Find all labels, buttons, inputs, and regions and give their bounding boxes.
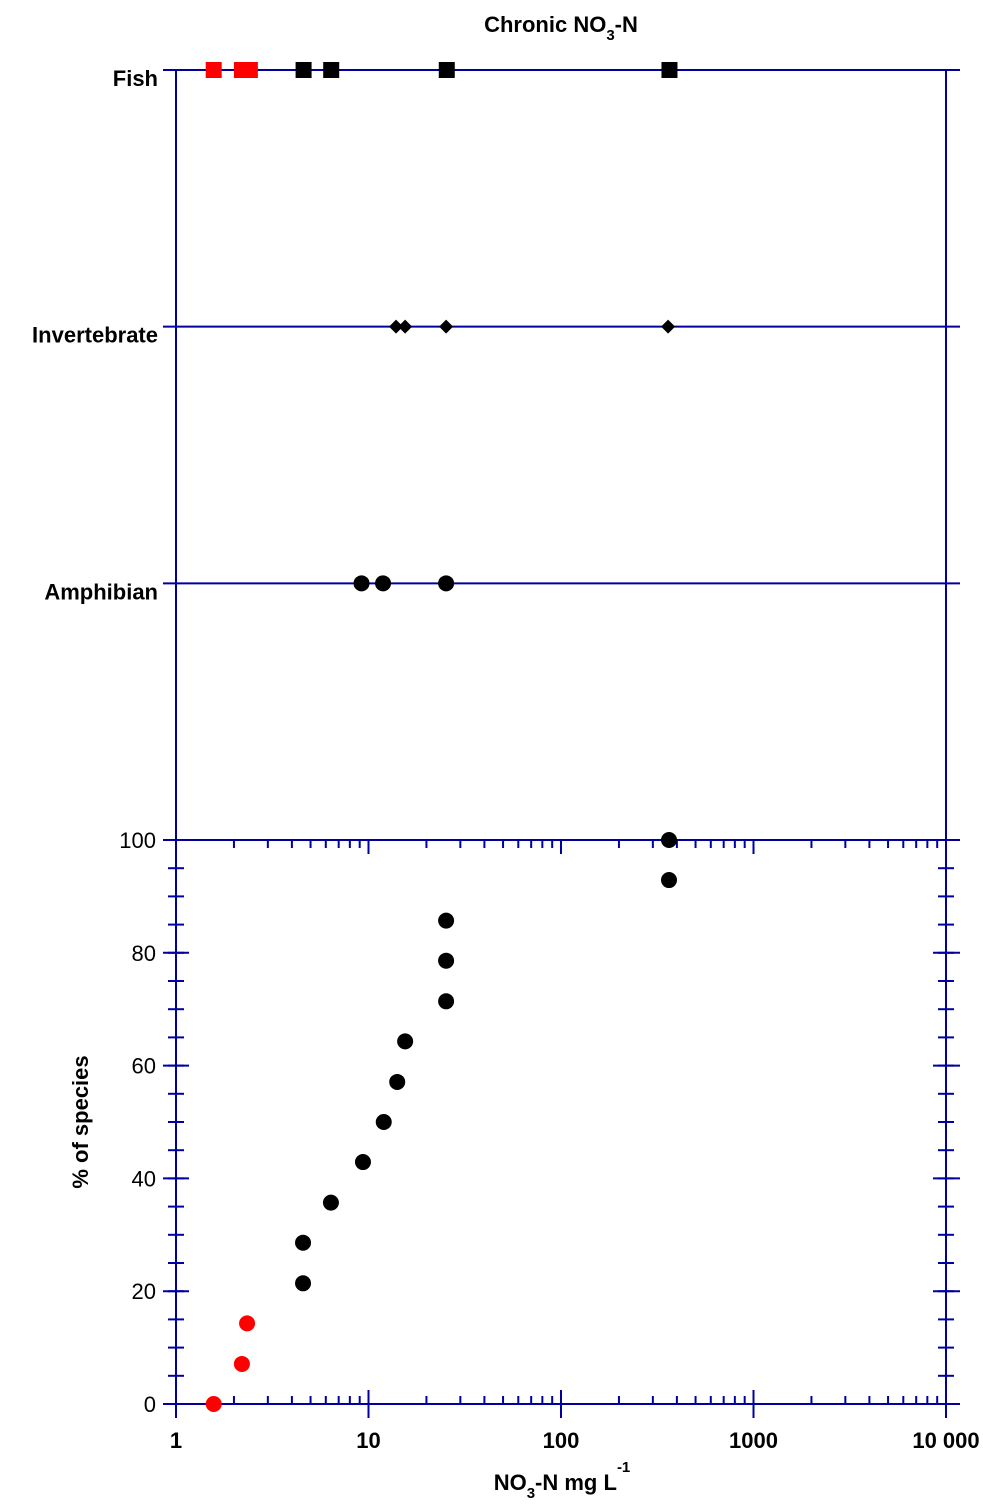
marker	[438, 62, 455, 78]
marker	[438, 575, 455, 592]
category-label: Invertebrate	[32, 323, 158, 348]
marker	[295, 62, 312, 78]
point	[389, 1073, 406, 1090]
x-axis-label: NO3-N mg L-1	[494, 1459, 631, 1502]
y-tick-label: 80	[132, 941, 156, 966]
category-label: Fish	[113, 66, 158, 91]
y-tick-label: 20	[132, 1279, 156, 1304]
marker	[439, 319, 454, 334]
marker	[389, 319, 404, 334]
x-tick-label: 1	[170, 1428, 182, 1453]
marker	[398, 319, 413, 334]
x-tick-label: 100	[543, 1428, 580, 1453]
marker	[323, 62, 340, 78]
point	[322, 1194, 339, 1211]
y-axis-label: % of species	[68, 1055, 93, 1188]
y-tick-label: 0	[144, 1392, 156, 1417]
point	[233, 1355, 250, 1372]
label-part: -N mg L	[535, 1470, 617, 1495]
label-part: 3	[527, 1485, 535, 1502]
point	[295, 1234, 312, 1251]
marker	[661, 319, 676, 334]
point	[354, 1154, 371, 1171]
label-part: 3	[606, 27, 614, 44]
x-tick-label: 10	[356, 1428, 380, 1453]
chart-title: Chronic NO3-N	[484, 12, 638, 44]
y-tick-label: 40	[132, 1166, 156, 1191]
point	[661, 872, 678, 889]
point	[438, 993, 455, 1010]
label-part: Chronic NO	[484, 12, 606, 37]
label-part: -N	[615, 12, 638, 37]
x-tick-label: 10 000	[912, 1428, 979, 1453]
point	[295, 1275, 312, 1292]
y-tick-label: 60	[132, 1054, 156, 1079]
marker	[661, 62, 678, 78]
marker	[353, 575, 370, 592]
point	[661, 832, 678, 848]
point	[438, 952, 455, 969]
point	[239, 1315, 256, 1332]
marker	[205, 62, 222, 78]
plot-frame	[175, 839, 947, 1405]
marker	[241, 62, 258, 78]
label-part: NO	[494, 1470, 527, 1495]
point	[438, 912, 455, 929]
label-part: -1	[617, 1459, 630, 1476]
x-tick-label: 1000	[729, 1428, 778, 1453]
category-label: Amphibian	[44, 579, 158, 604]
point	[397, 1033, 414, 1050]
marker	[375, 575, 392, 592]
point	[375, 1114, 392, 1130]
point	[205, 1396, 222, 1412]
y-tick-label: 100	[119, 828, 156, 853]
